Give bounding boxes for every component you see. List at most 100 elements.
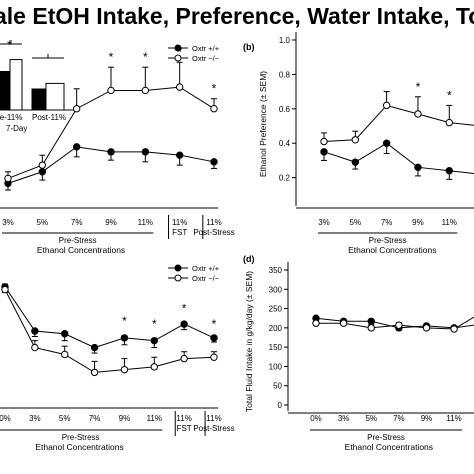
data-point-b-1 [351,136,360,144]
x-tick-label: 11% [147,414,162,423]
data-point-a-0 [141,148,150,156]
inset-bar-pre-left [0,71,11,111]
data-point-c-1 [150,363,158,371]
inset-bar-pre-right [31,88,47,111]
inset-sig-bracket-left [0,40,22,45]
data-point-c-1 [210,353,218,361]
data-point-a-1 [38,161,47,169]
significance-star-b: * [416,80,421,94]
x-tick-label: 11% [172,218,187,227]
inset-sublabel: 7-Day [6,124,27,133]
series-line-b-1 [323,104,474,143]
x-axis-title-d: Ethanol Concentrations [345,442,433,452]
y-tick-label-b: 1.0 [279,36,291,45]
group-label-a: Pre-Stress [59,236,97,245]
significance-star-a: * [212,82,217,96]
data-point-c-0 [120,334,129,342]
y-tick-label-d: 50 [273,382,282,391]
data-point-c-0 [210,334,218,342]
data-point-d-1 [339,319,348,327]
data-point-a-0 [210,158,218,166]
data-point-c-0 [90,343,99,352]
data-point-a-0 [107,148,115,156]
x-axis-title-a: Ethanol Concentrations [37,245,125,255]
y-tick-label-b: 0.2 [279,174,291,183]
data-point-d-1 [450,325,458,333]
data-point-a-1 [107,86,115,95]
data-point-c-1 [1,285,9,294]
panel-b-label: (b) [243,42,255,52]
y-tick-label-d: 300 [269,285,283,294]
data-point-a-0 [72,143,81,151]
y-tick-label-b: 0.6 [279,105,291,114]
x-tick-label: 3% [2,218,14,227]
x-tick-label: 9% [119,414,131,423]
y-tick-label-d: 150 [269,343,283,352]
significance-star-c: * [152,317,157,331]
legend-a-open-marker [174,54,182,62]
x-tick-label: 3% [318,218,330,227]
significance-star-b: * [447,88,452,102]
legend-c-label-0: Oxtr +/+ [192,264,220,273]
panel-d-total-fluid-intake: 0 50 100 150 200 250 300 350 Total Fluid Intake … [244,262,474,452]
x-tick-label: 0% [310,414,322,423]
x-tick-label: 7% [393,414,405,423]
significance-star-c: * [212,317,217,331]
data-point-b-1 [414,110,422,118]
significance-star-a: * [143,50,148,64]
inset-bar-chart: * ie-11% Post-11% 7-Day [0,38,75,133]
inset-sig-star: * [7,38,12,52]
data-point-b-1 [382,101,391,110]
x-tick-label: 0% [0,414,11,423]
data-point-a-0 [175,151,184,159]
x-axis-title-b: Ethanol Concentrations [348,245,436,255]
data-point-b-0 [382,139,391,147]
x-tick-label: Post-Stress [193,228,234,237]
group-label-c: Pre-Stress [62,433,100,442]
series-line-c-1 [4,289,215,373]
legend-c-filled-marker [174,264,182,272]
y-tick-label-d: 250 [269,305,283,314]
x-tick-label: 5% [59,414,71,423]
figure-title: ale EtOH Intake, Preference, Water Intak… [0,3,474,29]
legend-c-open-marker [174,274,182,282]
x-tick-label: FST [177,424,192,433]
x-tick-label: 9% [421,414,433,423]
data-point-a-1 [141,86,150,95]
inset-bar-post-right [45,82,65,111]
data-point-c-0 [150,336,158,345]
x-tick-label: 7% [381,218,393,227]
data-point-d-0 [367,317,375,325]
y-axis-title-b: Ethanol Preference (± SEM) [258,71,268,177]
x-axis-title-c: Ethanol Concentrations [35,442,123,452]
significance-star-c: * [182,302,187,316]
x-tick-label: FST [172,228,187,237]
x-tick-label: 9% [105,218,117,227]
x-tick-label: 11% [446,414,461,423]
group-label-b: Pre-Stress [369,236,407,245]
panel-a-ethanol-intake: 3% 5% 7% 9% 11% 11%FST11%Post-StressPre-Stres… [0,45,235,255]
y-tick-label-d: 0 [278,401,283,410]
x-tick-label: 7% [89,414,101,423]
data-point-c-0 [180,320,188,328]
significance-star-a: * [109,50,114,64]
x-tick-label: 11% [176,414,191,423]
series-line-c-0 [4,286,215,349]
data-point-a-1 [4,174,12,183]
data-point-d-1 [395,321,403,329]
data-point-c-1 [180,354,188,363]
data-point-a-0 [38,168,47,176]
y-tick-label-d: 200 [269,324,283,333]
x-tick-label: 11% [206,218,221,227]
x-tick-label: 3% [29,414,41,423]
significance-star-a: * [177,45,182,59]
data-point-c-0 [61,330,69,338]
significance-star-c: * [122,314,127,328]
x-tick-label: 11% [442,218,457,227]
x-tick-label: 5% [350,218,362,227]
data-point-a-1 [175,83,184,91]
x-tick-label: Post-Stress [193,424,234,433]
data-point-a-1 [210,105,218,113]
x-tick-label: 11% [138,218,153,227]
